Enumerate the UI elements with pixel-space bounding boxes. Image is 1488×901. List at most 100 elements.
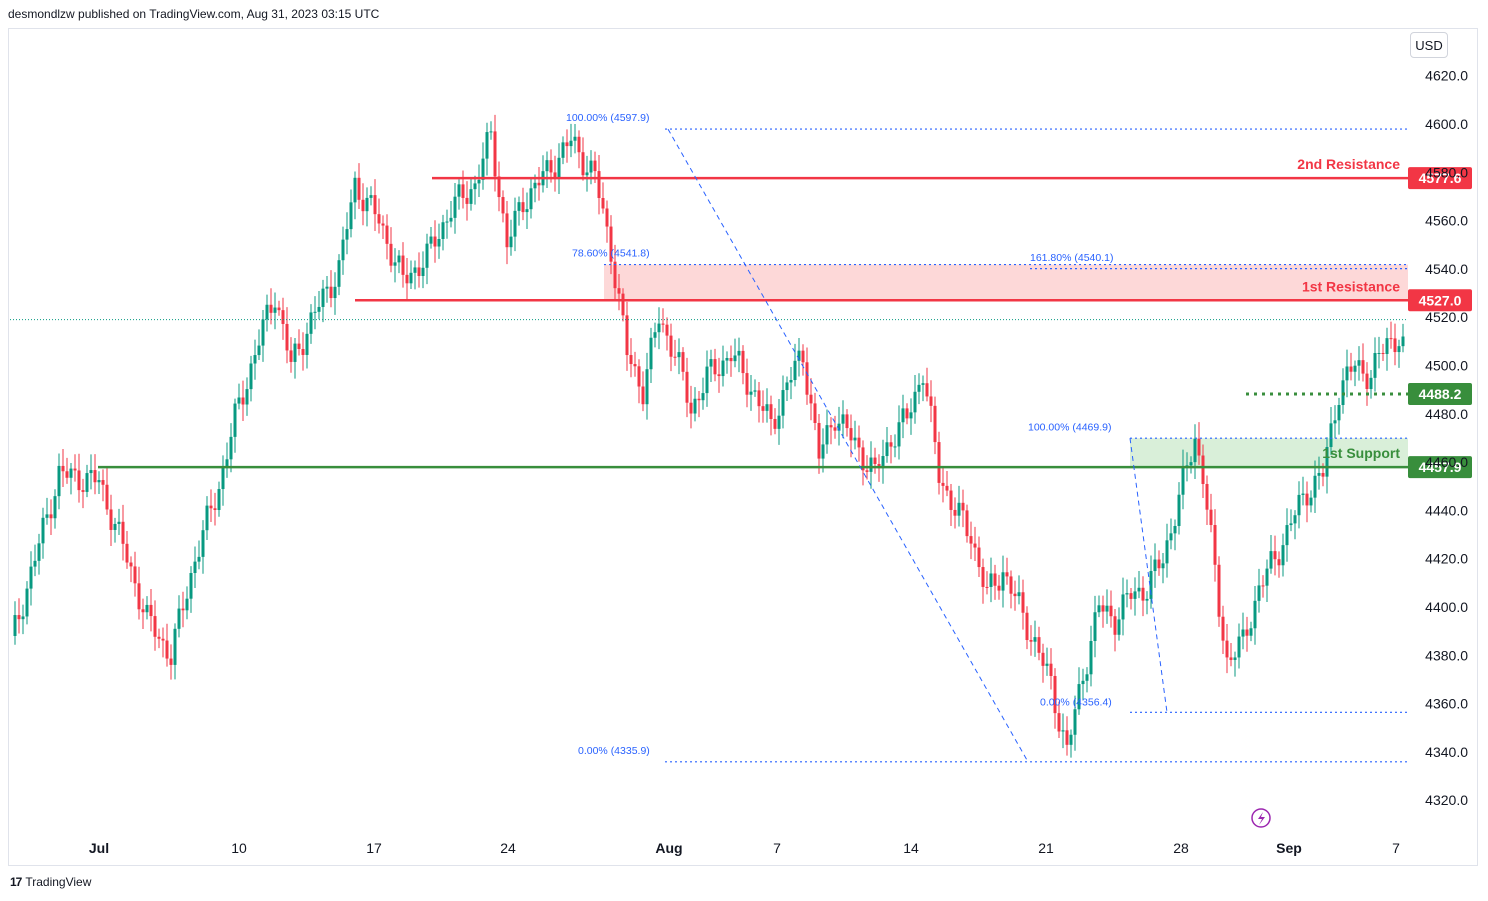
candle-body bbox=[501, 197, 505, 214]
candle-body bbox=[937, 442, 941, 483]
candle-body bbox=[277, 307, 281, 311]
candle-body bbox=[177, 608, 181, 629]
candle-body bbox=[1249, 628, 1253, 636]
y-tick-label: 4480.0 bbox=[1425, 406, 1468, 422]
candle-body bbox=[1361, 360, 1365, 374]
candle-body bbox=[1109, 605, 1113, 617]
candle-body bbox=[89, 470, 93, 474]
tradingview-brand: TradingView bbox=[25, 875, 92, 889]
candle-body bbox=[1233, 657, 1237, 660]
candle-body bbox=[517, 202, 521, 211]
candle-body bbox=[101, 480, 105, 485]
candle-body bbox=[1061, 730, 1065, 732]
candle-body bbox=[129, 562, 133, 567]
candle-body bbox=[553, 172, 557, 179]
candle-body bbox=[189, 573, 193, 599]
candle-body bbox=[269, 304, 273, 313]
candle-body bbox=[945, 485, 949, 491]
candle-body bbox=[1033, 637, 1037, 642]
y-tick-label: 4460.0 bbox=[1425, 454, 1468, 470]
candle-body bbox=[597, 171, 601, 199]
candle-body bbox=[801, 350, 805, 363]
candle-body bbox=[793, 360, 797, 381]
tradingview-mark-icon: 17 bbox=[10, 875, 22, 889]
candle-body bbox=[301, 349, 305, 355]
candle-body bbox=[49, 514, 53, 519]
fib-trend-line bbox=[667, 128, 1029, 763]
candle-body bbox=[97, 480, 101, 483]
candle-body bbox=[653, 332, 657, 338]
candle-body bbox=[649, 337, 653, 370]
candle-body bbox=[425, 243, 429, 268]
candle-body bbox=[729, 358, 733, 362]
candle-body bbox=[1097, 605, 1101, 613]
candle-body bbox=[385, 225, 389, 244]
candle-body bbox=[1253, 600, 1257, 629]
candle-body bbox=[213, 508, 217, 510]
candle-body bbox=[481, 158, 485, 180]
candle-body bbox=[401, 255, 405, 275]
candle-body bbox=[381, 223, 385, 226]
candle-body bbox=[841, 414, 845, 424]
candle-body bbox=[349, 202, 353, 230]
candle-body bbox=[209, 505, 213, 509]
candle-body bbox=[57, 465, 61, 497]
candle-body bbox=[17, 615, 21, 620]
candle-body bbox=[1397, 346, 1401, 353]
candle-body bbox=[1261, 585, 1265, 587]
candle-body bbox=[589, 160, 593, 173]
candle-body bbox=[1225, 640, 1229, 658]
candle-body bbox=[113, 523, 117, 530]
candle-body bbox=[821, 444, 825, 459]
tradingview-logo[interactable]: 17 TradingView bbox=[10, 875, 91, 889]
x-tick-label: 21 bbox=[1038, 840, 1054, 856]
candle-body bbox=[1121, 594, 1125, 620]
candle-body bbox=[697, 398, 701, 401]
candle-body bbox=[865, 470, 869, 472]
candle-body bbox=[1313, 475, 1317, 498]
candle-body bbox=[241, 397, 245, 405]
lines-layer bbox=[10, 128, 1408, 763]
candle-body bbox=[509, 236, 513, 248]
candle-body bbox=[977, 547, 981, 568]
candle-body bbox=[201, 530, 205, 557]
price-level-badge: 4457.9 bbox=[1408, 456, 1472, 479]
candle-body bbox=[885, 442, 889, 457]
candle-body bbox=[193, 561, 197, 574]
candle-body bbox=[805, 362, 809, 395]
candle-body bbox=[521, 202, 525, 213]
candle-body bbox=[233, 403, 237, 437]
candle-body bbox=[1149, 571, 1153, 599]
candle-body bbox=[397, 255, 401, 263]
candle-body bbox=[1169, 533, 1173, 541]
candle-body bbox=[585, 172, 589, 176]
candle-body bbox=[1201, 455, 1205, 484]
candle-body bbox=[637, 366, 641, 387]
x-tick-label: 7 bbox=[773, 840, 781, 856]
candle-body bbox=[749, 391, 753, 395]
candle-body bbox=[829, 425, 833, 428]
candle-body bbox=[149, 604, 153, 617]
candle-body bbox=[1293, 515, 1297, 524]
y-tick-label: 4420.0 bbox=[1425, 551, 1468, 567]
candle-body bbox=[1357, 360, 1361, 366]
candle-body bbox=[577, 136, 581, 153]
candle-body bbox=[161, 638, 165, 641]
candle-body bbox=[837, 423, 841, 431]
candle-body bbox=[813, 403, 817, 423]
candle-body bbox=[73, 468, 77, 471]
candle-body bbox=[297, 343, 301, 350]
currency-button[interactable]: USD bbox=[1410, 32, 1448, 58]
candle-body bbox=[717, 374, 721, 377]
y-tick-label: 4580.0 bbox=[1425, 164, 1468, 180]
candle-body bbox=[157, 636, 161, 639]
candle-body bbox=[825, 425, 829, 445]
candle-body bbox=[853, 437, 857, 441]
price-level-badge-value: 4457.9 bbox=[1419, 459, 1462, 475]
y-tick-label: 4600.0 bbox=[1425, 116, 1468, 132]
candle-body bbox=[1269, 551, 1273, 569]
2nd-resistance-label: 2nd Resistance bbox=[1297, 156, 1400, 172]
price-level-badge-bg bbox=[1408, 382, 1472, 405]
y-tick-label: 4620.0 bbox=[1425, 68, 1468, 84]
